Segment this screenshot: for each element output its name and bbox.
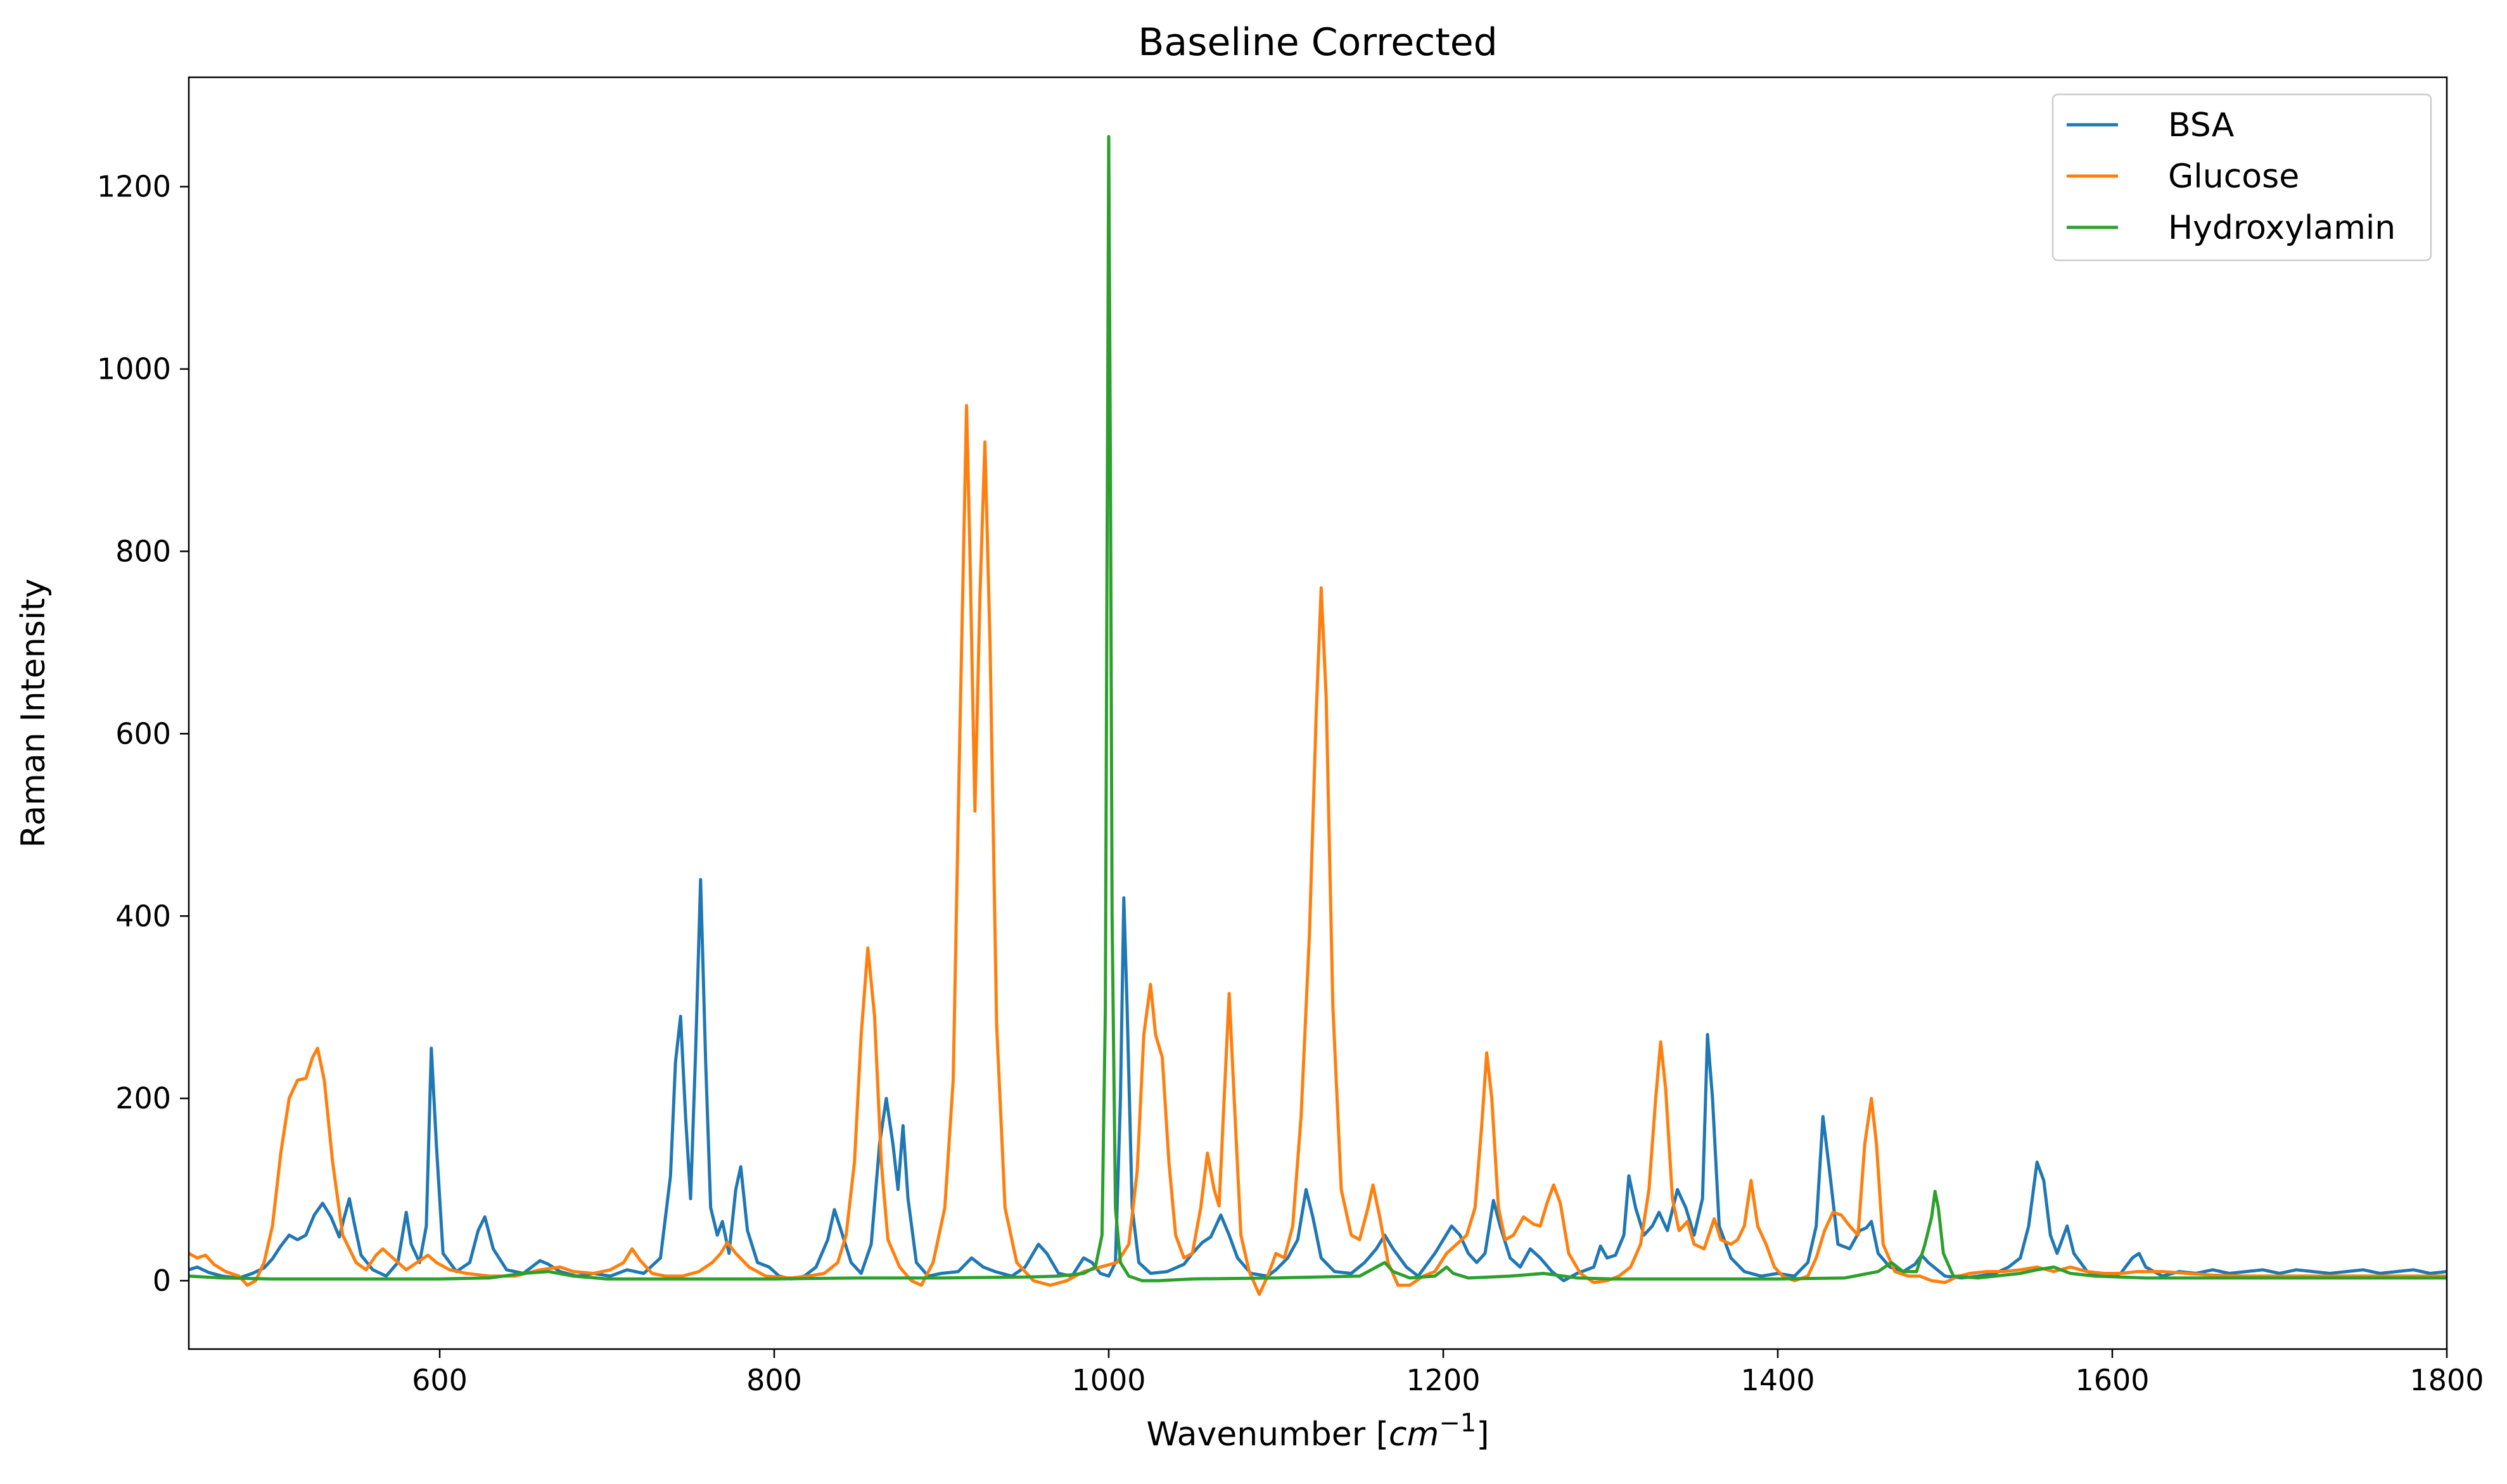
y-tick-label: 400 xyxy=(115,899,171,933)
y-tick-label: 1000 xyxy=(97,352,171,386)
legend-label-glucose: Glucose xyxy=(2168,158,2299,196)
x-axis: 600 800 1000 1200 1400 1600 1800 xyxy=(412,1349,2484,1397)
legend-box xyxy=(2051,93,2432,262)
x-tick-label: 1200 xyxy=(1406,1363,1480,1397)
x-tick-label: 1400 xyxy=(1740,1363,1815,1397)
x-tick-label: 1600 xyxy=(2075,1363,2149,1397)
plot-area-frame xyxy=(188,76,2448,1350)
y-axis-label: Raman Intensity xyxy=(15,578,53,847)
chart-title: Baseline Corrected xyxy=(1138,20,1497,65)
y-tick-label: 800 xyxy=(115,535,171,569)
x-tick-label: 1800 xyxy=(2409,1363,2484,1397)
x-axis-label: Wavenumber [cm−1] xyxy=(1147,1409,1490,1454)
x-tick-label: 600 xyxy=(412,1363,468,1397)
x-tick-label: 1000 xyxy=(1071,1363,1145,1397)
legend-label-bsa: BSA xyxy=(2168,106,2235,144)
y-axis: 0 200 400 600 800 1000 1200 xyxy=(97,170,189,1298)
legend: BSA Glucose Hydroxylamin xyxy=(2051,93,2432,262)
series-line-glucose xyxy=(189,403,2447,1297)
series-line-hydroxylamin xyxy=(189,135,2447,1283)
y-tick-label: 600 xyxy=(115,716,171,751)
y-tick-label: 0 xyxy=(153,1264,171,1298)
x-tick-label: 800 xyxy=(746,1363,802,1397)
y-tick-label: 200 xyxy=(115,1081,171,1115)
series-layer xyxy=(189,135,2447,1297)
legend-label-hydroxylamin: Hydroxylamin xyxy=(2168,209,2395,247)
y-tick-label: 1200 xyxy=(97,170,171,204)
